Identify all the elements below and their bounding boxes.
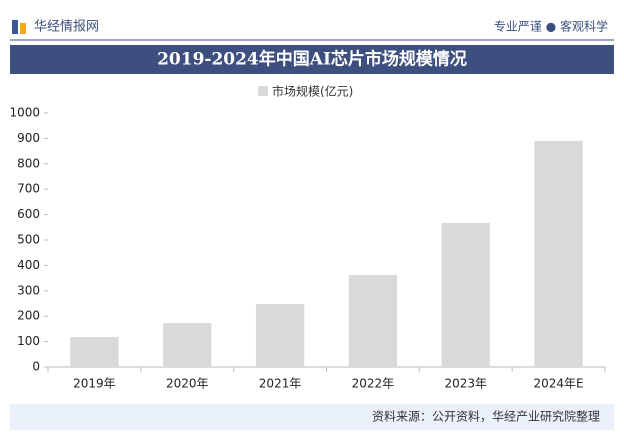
bar bbox=[441, 222, 490, 367]
y-tick-label: 0 bbox=[32, 360, 40, 374]
y-tick-label: 400 bbox=[17, 258, 40, 272]
y-tick-label: 300 bbox=[17, 283, 40, 297]
bar bbox=[255, 304, 305, 367]
y-tick-label: 600 bbox=[17, 207, 40, 221]
x-tick-label: 2020年 bbox=[166, 377, 209, 391]
source: 资料来源：公开资料，华经产业研究院整理 bbox=[372, 409, 600, 424]
x-tick-label: 2024年E bbox=[534, 377, 584, 391]
y-tick-label: 700 bbox=[17, 182, 40, 196]
bar bbox=[163, 323, 212, 367]
y-tick-label: 200 bbox=[17, 309, 40, 323]
bar bbox=[534, 140, 583, 367]
bar bbox=[348, 275, 398, 367]
brand: 华经情报网 bbox=[34, 20, 99, 35]
bar bbox=[70, 337, 119, 367]
legend-label: 市场规模(亿元) bbox=[272, 84, 353, 99]
footer-band bbox=[10, 404, 614, 430]
y-tick-label: 100 bbox=[17, 334, 40, 348]
y-tick-label: 900 bbox=[17, 131, 40, 145]
logo-mark bbox=[20, 23, 26, 34]
title-banner bbox=[10, 45, 614, 74]
x-tick-label: 2021年 bbox=[259, 377, 302, 391]
y-tick-label: 500 bbox=[17, 233, 40, 247]
logo-mark bbox=[12, 20, 18, 34]
slogan: 专业严谨 ● 客观科学 bbox=[494, 19, 608, 34]
x-tick-label: 2019年 bbox=[73, 377, 116, 391]
legend-swatch bbox=[258, 86, 268, 96]
x-tick-label: 2023年 bbox=[444, 377, 487, 391]
y-tick-label: 800 bbox=[17, 156, 40, 170]
y-tick-label: 1000 bbox=[9, 106, 40, 120]
x-tick-label: 2022年 bbox=[352, 377, 395, 391]
chart-title: 2019-2024年中国AI芯片市场规模情况 bbox=[157, 49, 467, 70]
